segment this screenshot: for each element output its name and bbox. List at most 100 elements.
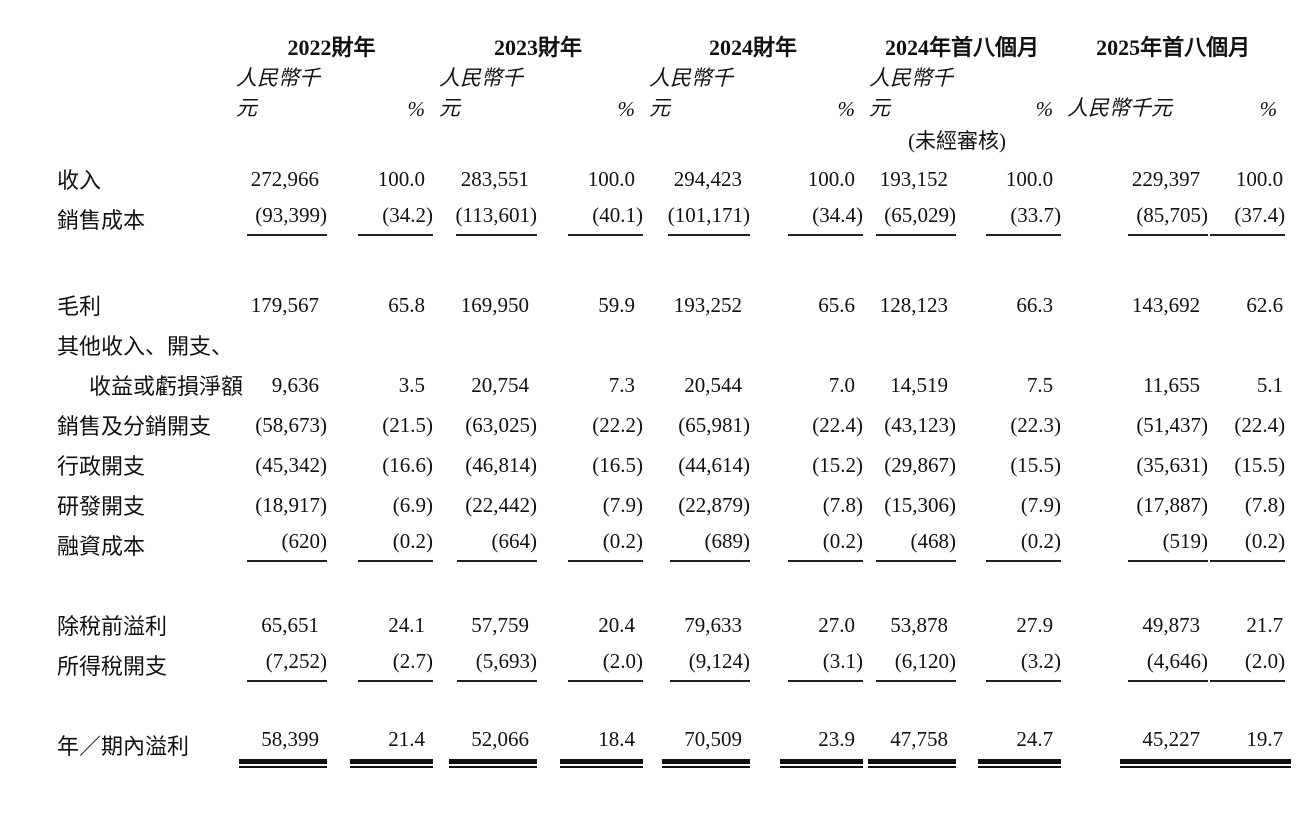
row-label: 收入 — [57, 168, 102, 193]
value-cell: (5,693) — [433, 645, 538, 685]
row-label: 研發開支 — [57, 494, 146, 519]
value-cell: (15,306) — [863, 485, 956, 525]
cell-value: (17,887) — [1136, 492, 1209, 517]
cell-value: 53,878 — [890, 612, 949, 637]
pct-cell: (0.2) — [750, 525, 864, 565]
value-cell: 283,551 — [433, 159, 537, 199]
cell-value: 193,152 — [879, 166, 949, 191]
value-cell: (51,437) — [1061, 405, 1208, 445]
value-cell: 229,397 — [1061, 159, 1208, 199]
pct-label-3: % — [837, 97, 856, 121]
pct-cell — [327, 325, 433, 365]
value-cell: 9,636 — [230, 365, 327, 405]
value-cell: 58,399 — [230, 725, 327, 768]
cell-value: (22.4) — [812, 412, 864, 437]
cell-value: (620) — [247, 529, 327, 562]
cell-value: 14,519 — [890, 372, 949, 397]
value-cell: 179,567 — [230, 285, 327, 325]
pct-cell: (34.2) — [327, 199, 434, 239]
cell-value: 100.0 — [1005, 166, 1054, 191]
value-cell — [230, 325, 327, 365]
pct-cell: 100.0 — [750, 159, 863, 199]
cell-value: (9,124) — [670, 649, 751, 682]
cell-value: 283,551 — [460, 166, 530, 191]
value-cell: (17,887) — [1061, 485, 1208, 525]
pct-cell: (22.4) — [750, 405, 863, 445]
year-header-1: 2022財年 — [287, 35, 376, 60]
pct-cell: (40.1) — [537, 199, 644, 239]
value-cell: 128,123 — [863, 285, 956, 325]
cell-value: 57,759 — [471, 612, 530, 637]
cell-value: (58,673) — [255, 412, 327, 437]
pct-cell: 21.7 — [1208, 605, 1285, 645]
cell-value: (34.4) — [788, 203, 864, 236]
pct-cell: (7.9) — [537, 485, 643, 525]
value-cell: (63,025) — [433, 405, 537, 445]
cell-value: 62.6 — [1246, 292, 1284, 317]
cell-value: 65,651 — [261, 612, 319, 637]
cell-value: 19.7 — [1208, 727, 1292, 768]
value-cell: (4,646) — [1061, 645, 1209, 685]
pct-cell: 27.9 — [956, 605, 1061, 645]
unit-label-1: 人民幣千元 — [236, 66, 320, 120]
unaudited-note: (未經審核) — [908, 129, 1007, 153]
cell-value: (43,123) — [884, 412, 957, 437]
pct-cell: (3.2) — [956, 645, 1062, 685]
value-cell: (101,171) — [643, 199, 751, 239]
cell-value: 143,692 — [1131, 292, 1201, 317]
cell-value: (7.8) — [822, 492, 864, 517]
table-body: 收入 272,966 100.0 283,551 100.0 294,423 100.0 19… — [57, 159, 1292, 768]
table-row: 年／期內溢利 58,399 21.4 52,066 18.4 70,509 23.9 47,7… — [57, 725, 1292, 768]
value-cell: 20,754 — [433, 365, 537, 405]
value-cell: 11,655 — [1061, 365, 1208, 405]
cell-value: (51,437) — [1136, 412, 1209, 437]
pct-cell: (6.9) — [327, 485, 433, 525]
value-cell: (46,814) — [433, 445, 537, 485]
cell-value: (15,306) — [884, 492, 957, 517]
spacer-cell — [57, 239, 1285, 285]
cell-value: (519) — [1128, 529, 1209, 562]
cell-value: 20.4 — [598, 612, 636, 637]
cell-value: (22.4) — [1234, 412, 1286, 437]
value-cell: (9,124) — [643, 645, 751, 685]
row-label: 融資成本 — [57, 534, 146, 559]
spacer-row — [57, 685, 1285, 725]
pct-cell: (16.6) — [327, 445, 433, 485]
pct-cell: 23.9 — [750, 725, 864, 768]
pct-cell: (2.0) — [1208, 645, 1286, 685]
cell-value: 21.4 — [350, 727, 434, 768]
table-row: 融資成本 (620) (0.2) (664) (0.2) (689) (0.2) (468) (… — [57, 525, 1286, 565]
cell-value: (6.9) — [392, 492, 434, 517]
value-cell: (44,614) — [643, 445, 750, 485]
corner-cell — [57, 62, 230, 122]
cell-value: 23.9 — [780, 727, 864, 768]
cell-value: (85,705) — [1128, 203, 1209, 236]
value-cell: (85,705) — [1061, 199, 1209, 239]
pct-cell: (7.8) — [750, 485, 863, 525]
table-header: 2022財年 2023財年 2024財年 2024年首八個月 2025年首八個月人民幣千… — [57, 28, 1285, 159]
pct-cell — [1208, 325, 1285, 365]
value-cell — [643, 325, 750, 365]
row-label: 銷售及分銷開支 — [57, 414, 212, 439]
cell-value: 272,966 — [250, 166, 319, 191]
pct-cell: (16.5) — [537, 445, 643, 485]
year-header-row: 2022財年 2023財年 2024財年 2024年首八個月 2025年首八個月 — [57, 28, 1285, 62]
value-cell: (22,442) — [433, 485, 537, 525]
value-cell: 20,544 — [643, 365, 750, 405]
cell-value: (468) — [876, 529, 957, 562]
pct-cell: (21.5) — [327, 405, 433, 445]
value-cell: (65,029) — [863, 199, 957, 239]
cell-value: (0.2) — [986, 529, 1062, 562]
pct-cell: 65.6 — [750, 285, 863, 325]
pct-cell: 7.5 — [956, 365, 1061, 405]
empty-cell — [643, 122, 863, 159]
year-header-3: 2024財年 — [709, 35, 798, 60]
row-label: 所得稅開支 — [57, 654, 168, 679]
value-cell: (620) — [230, 525, 327, 565]
table-row: 行政開支 (45,342) (16.6) (46,814) (16.5) (44,614)… — [57, 445, 1285, 485]
cell-value: (16.5) — [592, 452, 644, 477]
pct-cell: 19.7 — [1208, 725, 1292, 768]
cell-value: (2.0) — [1210, 649, 1286, 682]
value-cell: 70,509 — [643, 725, 751, 768]
unit-label-2: 人民幣千元 — [439, 66, 524, 120]
